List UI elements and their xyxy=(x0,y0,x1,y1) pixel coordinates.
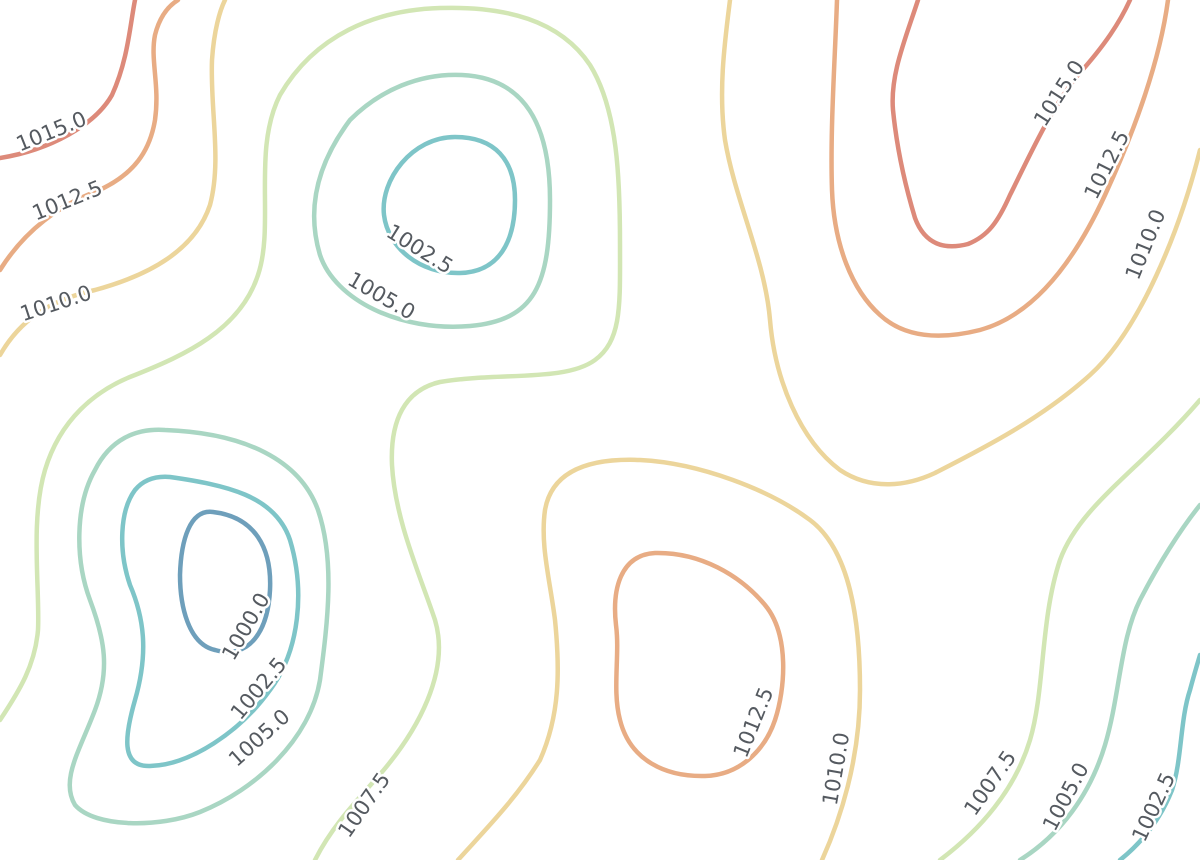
isobar-1015-nw xyxy=(0,0,138,161)
label-1000-sw: 1000.0 xyxy=(217,589,275,665)
isobar-1007-5-se xyxy=(937,397,1200,860)
label-1012-5-nw: 1012.5 xyxy=(29,176,106,226)
label-1015-ne: 1015.0 xyxy=(1029,56,1089,131)
isobar-1012-5-nw xyxy=(0,0,181,273)
isobar-1010-nw xyxy=(0,0,228,358)
isobar-1015-ne xyxy=(890,0,1133,249)
isobar-1005-se xyxy=(1017,502,1200,860)
isobar-1002-5-se xyxy=(1117,652,1200,860)
isobar-1002-5-sw xyxy=(119,474,301,769)
isobar-1012-5-ne xyxy=(829,0,1171,338)
isobar-1010-sc xyxy=(455,457,863,860)
isobar-1010-ne xyxy=(719,0,1200,487)
label-1010-sc: 1010.0 xyxy=(818,731,854,808)
label-1010-nw: 1010.0 xyxy=(17,281,94,327)
label-1005-se: 1005.0 xyxy=(1038,759,1094,835)
isobar-1007-5-main xyxy=(0,5,623,860)
isobar-1000-sw xyxy=(177,509,273,655)
label-1002-5-top: 1002.5 xyxy=(382,219,457,278)
label-1010-ne: 1010.0 xyxy=(1121,206,1171,283)
label-1002-5-se: 1002.5 xyxy=(1127,769,1180,846)
isobar-1002-5-top xyxy=(381,134,518,276)
label-1015-nw: 1015.0 xyxy=(13,107,90,157)
isobar-1005-top xyxy=(311,72,553,329)
isobar-1005-sw xyxy=(67,427,331,826)
label-1012-5-sc: 1012.5 xyxy=(729,684,779,761)
isobar-1012-5-sc xyxy=(612,550,786,779)
label-1007-5-s: 1007.5 xyxy=(333,768,395,842)
